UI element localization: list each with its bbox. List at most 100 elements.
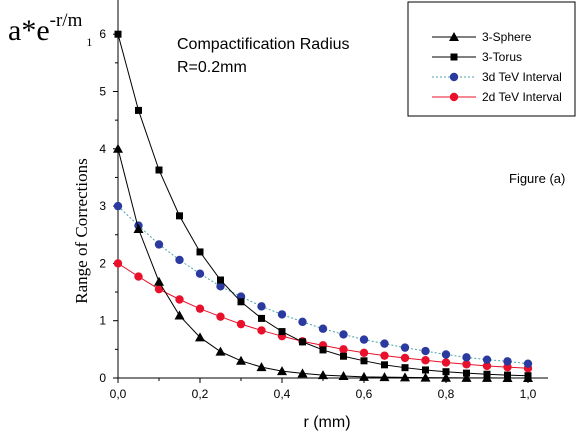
formula-subscript: 1 — [86, 35, 92, 49]
data-point-3-torus — [483, 370, 491, 378]
data-point-3d-tev-interval — [154, 240, 164, 249]
data-point-3d-tev-interval — [523, 359, 533, 368]
data-point-3-sphere — [420, 372, 431, 382]
data-point-2d-tev-interval — [113, 259, 123, 268]
data-point-3d-tev-interval — [482, 355, 492, 364]
data-point-3-sphere — [379, 372, 390, 382]
data-point-3-torus — [155, 166, 163, 174]
data-point-3d-tev-interval — [216, 282, 225, 291]
data-point-2d-tev-interval — [380, 351, 389, 360]
data-point-3-sphere — [297, 368, 308, 378]
data-point-3-sphere — [277, 366, 287, 376]
data-point-2d-tev-interval — [154, 284, 164, 294]
data-point-3-sphere — [256, 362, 267, 372]
data-point-3-sphere — [338, 370, 349, 380]
formula-base: a*e — [8, 14, 50, 47]
data-point-2d-tev-interval — [216, 312, 225, 321]
data-point-3d-tev-interval — [441, 350, 451, 359]
x-tick-label: 0,8 — [438, 387, 455, 401]
series-3-torus — [114, 30, 532, 380]
data-point-3-torus — [196, 248, 204, 256]
legend-label-3d-tev-interval: 3d TeV Interval — [482, 70, 562, 84]
legend-marker-3d-tev-interval — [449, 72, 459, 82]
data-point-3-sphere — [318, 370, 328, 380]
data-point-3d-tev-interval — [359, 335, 369, 344]
data-point-3-torus — [237, 298, 245, 306]
legend-marker-2d-tev-interval — [449, 92, 459, 102]
data-point-3-sphere — [174, 310, 185, 320]
legend: 3-Sphere 3-Torus 3d TeV Interval 2d TeV Int… — [407, 1, 576, 117]
data-point-3d-tev-interval — [277, 310, 287, 319]
legend-label-2d-tev-interval: 2d TeV Interval — [482, 90, 562, 104]
x-tick-label: 1,0 — [520, 387, 537, 401]
legend-marker-3-sphere — [449, 32, 459, 41]
data-point-3-torus — [340, 352, 347, 360]
data-point-2d-tev-interval — [236, 319, 246, 329]
data-point-3-sphere — [215, 346, 226, 356]
data-point-3d-tev-interval — [380, 339, 389, 348]
formula-exponent: -r/m — [50, 10, 83, 31]
data-point-3-torus — [442, 368, 450, 376]
legend-label-3-torus: 3-Torus — [482, 50, 522, 64]
data-point-3-sphere — [133, 224, 144, 234]
data-point-3d-tev-interval — [257, 302, 266, 311]
y-tick-label: 6 — [99, 27, 106, 41]
y-tick-label: 2 — [99, 256, 106, 270]
annotation-line-1: Compactification Radius — [177, 36, 350, 53]
data-point-2d-tev-interval — [175, 295, 184, 304]
data-point-3d-tev-interval — [318, 324, 328, 333]
data-point-3-sphere — [195, 332, 205, 342]
data-point-3-sphere — [400, 372, 410, 382]
series-2d-tev-interval — [113, 259, 533, 373]
legend-label-3-sphere: 3-Sphere — [482, 30, 532, 44]
data-point-2d-tev-interval — [257, 326, 266, 335]
x-tick-label: 0,2 — [192, 387, 209, 401]
y-tick-label: 4 — [99, 142, 106, 156]
data-point-2d-tev-interval — [441, 358, 451, 367]
x-tick-label: 0,0 — [110, 387, 127, 401]
y-tick-label: 0 — [99, 371, 106, 385]
annotation-line-2: R=0.2mm — [177, 59, 247, 76]
data-point-3-torus — [463, 369, 470, 377]
series-layer — [113, 30, 533, 382]
data-point-3-torus — [258, 314, 265, 322]
data-point-2d-tev-interval — [421, 356, 430, 365]
x-tick-label: 0,6 — [356, 387, 373, 401]
data-point-2d-tev-interval — [339, 345, 348, 354]
data-point-3-sphere — [154, 276, 164, 286]
data-point-3-torus — [401, 364, 409, 372]
data-point-3-sphere — [236, 355, 246, 365]
data-point-3-torus — [504, 371, 511, 379]
y-tick-label: 1 — [99, 314, 106, 328]
data-point-3-torus — [135, 106, 142, 114]
legend-items: 3-Sphere 3-Torus 3d TeV Interval 2d TeV Int… — [432, 30, 562, 104]
data-point-3-torus — [278, 328, 286, 336]
figure-label: Figure (a) — [509, 171, 565, 186]
data-point-2d-tev-interval — [359, 348, 369, 357]
data-point-3d-tev-interval — [113, 201, 123, 211]
x-axis-label: r (mm) — [303, 414, 350, 431]
data-point-3-torus — [114, 30, 122, 38]
data-point-3-torus — [524, 372, 532, 380]
data-point-3d-tev-interval — [298, 317, 307, 327]
data-point-3d-tev-interval — [175, 255, 184, 265]
data-point-3-sphere — [461, 372, 472, 382]
x-tick-label: 0,4 — [274, 387, 291, 401]
data-point-3-torus — [299, 338, 306, 346]
data-point-3d-tev-interval — [503, 357, 512, 366]
data-point-3-sphere — [359, 371, 369, 381]
data-point-2d-tev-interval — [195, 304, 205, 313]
y-tick-label: 5 — [99, 84, 106, 98]
series-line-3d-tev-interval — [117, 205, 529, 365]
y-axis-label: Range of Corrections — [72, 158, 91, 303]
data-point-3d-tev-interval — [339, 330, 348, 339]
data-point-3-torus — [381, 361, 388, 369]
data-point-3-torus — [422, 366, 429, 374]
data-point-3-sphere — [441, 372, 451, 382]
data-point-3d-tev-interval — [421, 346, 430, 356]
data-point-3-torus — [319, 346, 327, 354]
data-point-2d-tev-interval — [462, 360, 471, 369]
legend-marker-3-torus — [450, 53, 458, 61]
data-point-3d-tev-interval — [400, 343, 410, 352]
